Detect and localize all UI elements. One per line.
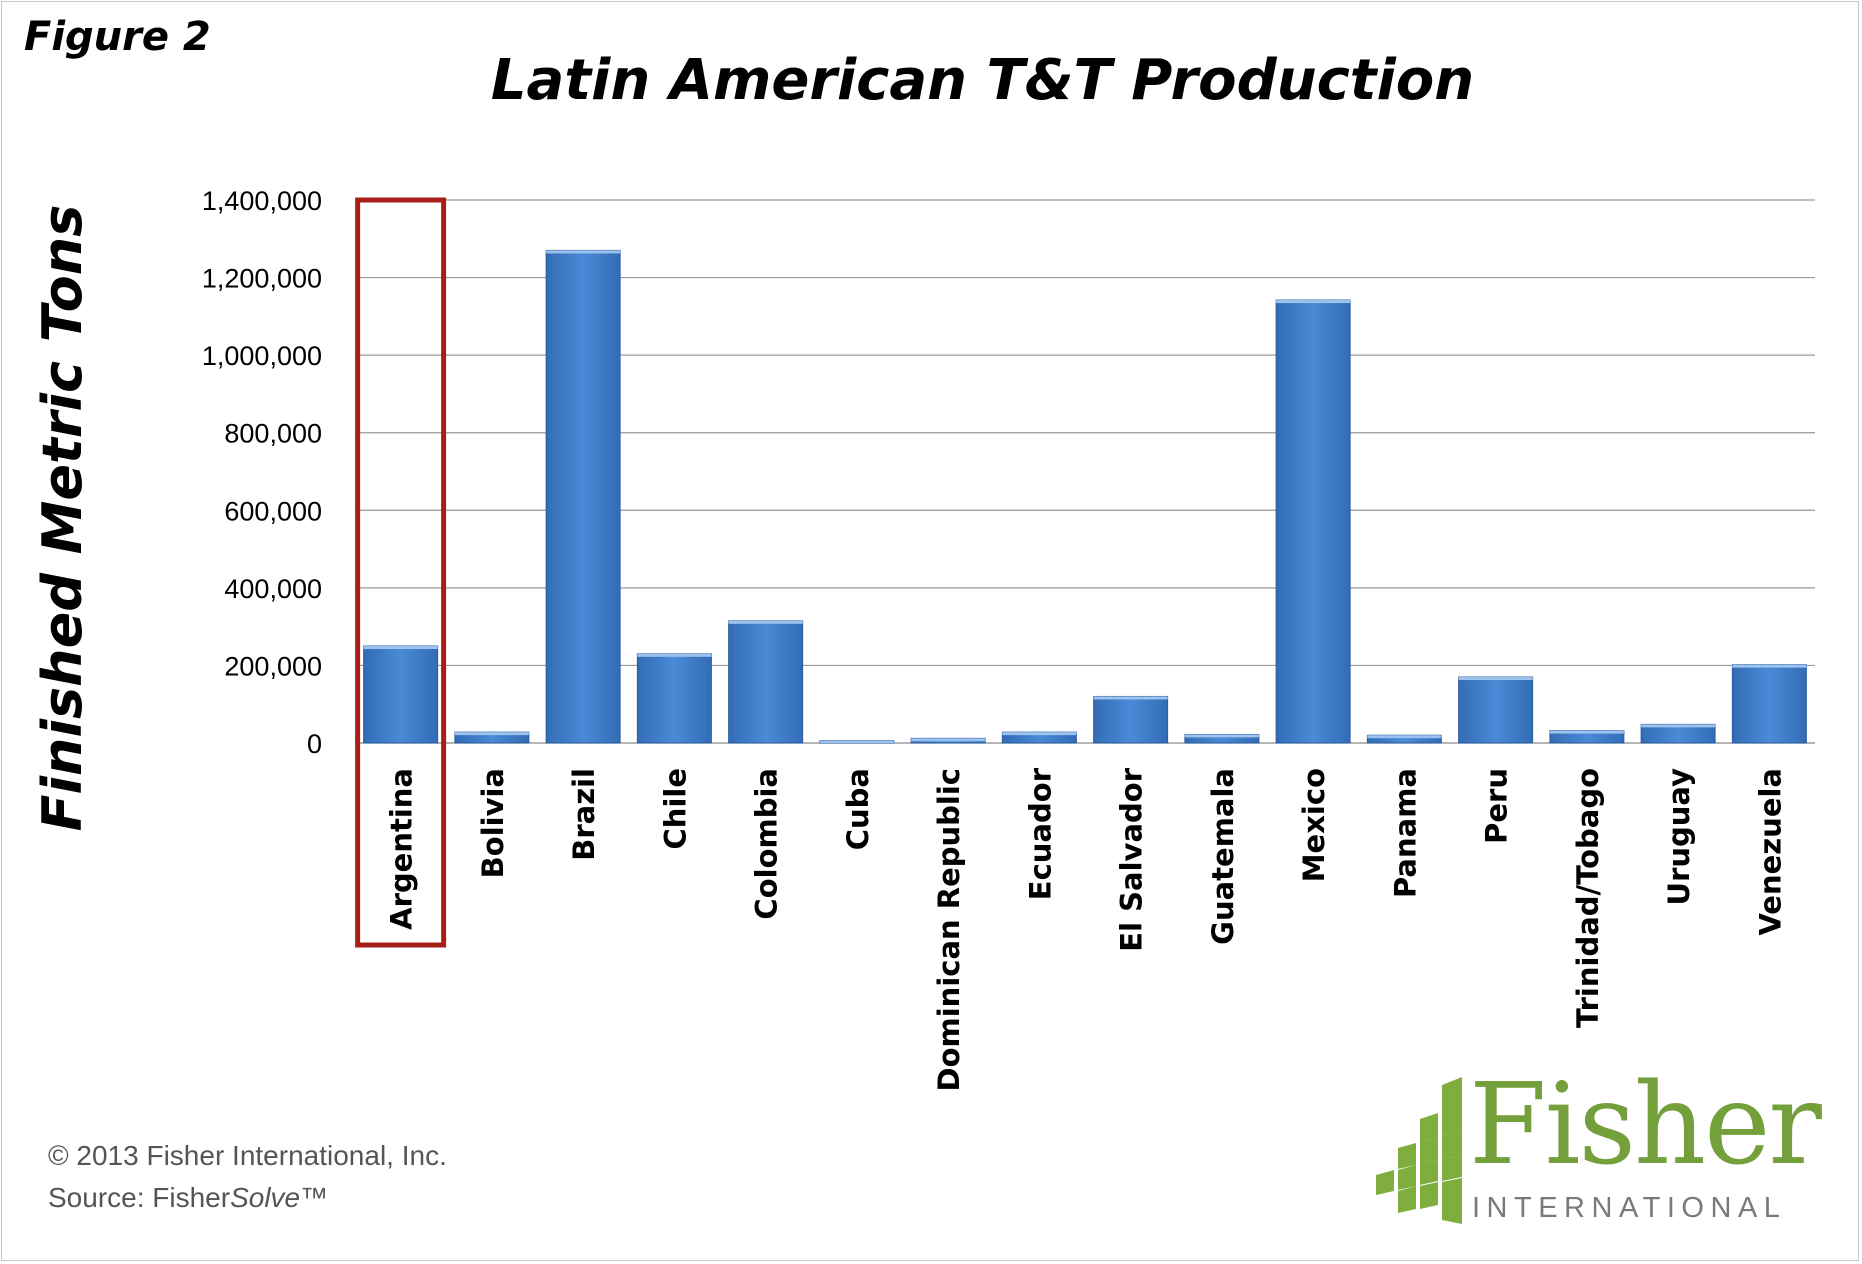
bar-venezuela (1731, 664, 1807, 744)
y-tick-label: 800,000 (224, 419, 322, 449)
category-labels: Argentina Bolivia Brazil Chile Colombia Cuba D… (385, 767, 1788, 1091)
bar-top-highlight (1093, 696, 1168, 700)
y-tick-label: 200,000 (224, 651, 322, 681)
bar-top-highlight (1276, 300, 1351, 304)
category-label: Ecuador (1023, 767, 1057, 900)
bar-top-highlight (1002, 732, 1077, 736)
bar-mexico (1275, 299, 1351, 744)
bar-argentina (363, 645, 439, 744)
category-label: Mexico (1297, 768, 1331, 882)
category-label: Trinidad/Tobago (1571, 768, 1605, 1028)
bar-top-highlight (546, 250, 621, 254)
bar-top-highlight (1549, 730, 1624, 734)
bar-top-highlight (819, 740, 894, 743)
bar-top-highlight (1458, 677, 1533, 681)
y-tick-label: 1,400,000 (202, 186, 322, 216)
category-label: Peru (1480, 768, 1514, 844)
highlight-layer (355, 197, 447, 948)
bar-top-highlight (1732, 664, 1807, 668)
category-label: Guatemala (1206, 768, 1240, 945)
fisher-logo: Fisher INTERNATIONAL (1368, 1069, 1822, 1225)
source-suffix: ™ (300, 1182, 329, 1213)
category-label: Bolivia (476, 768, 510, 878)
logo-wordmark: Fisher (1469, 1060, 1822, 1190)
y-tick-labels: 0 200,000 400,000 600,000 800,000 1,000,000 1,… (202, 186, 322, 759)
bar-top-highlight (1184, 734, 1259, 738)
y-tick-label: 1,000,000 (202, 341, 322, 371)
source-prefix: Source: Fisher (48, 1182, 231, 1213)
category-label: Cuba (841, 768, 875, 850)
category-label: Panama (1388, 768, 1422, 898)
bars (363, 249, 1807, 744)
source-italic: Solve (230, 1182, 301, 1213)
y-tick-label: 0 (307, 729, 322, 759)
category-label: Argentina (385, 768, 419, 930)
category-label: El Salvador (1115, 767, 1149, 951)
category-label: Chile (658, 768, 692, 849)
logo-subtitle: INTERNATIONAL (1472, 1192, 1787, 1224)
category-label: Venezuela (1753, 768, 1787, 936)
y-tick-label: 600,000 (224, 496, 322, 526)
bar-colombia (728, 620, 804, 744)
bar-brazil (545, 249, 621, 744)
bar-top-highlight (1367, 735, 1442, 739)
bar-el-salvador (1093, 695, 1169, 744)
bar-top-highlight (1641, 724, 1716, 728)
source-text: Source: FisherSolve™ (48, 1182, 328, 1214)
logo-grid-icon (1376, 1077, 1462, 1224)
y-tick-label: 400,000 (224, 574, 322, 604)
bar-top-highlight (637, 653, 712, 657)
bar-top-highlight (911, 738, 986, 742)
bar-peru (1458, 676, 1534, 744)
bar-chile (636, 653, 712, 744)
category-label: Dominican Republic (932, 768, 966, 1091)
copyright-text: © 2013 Fisher International, Inc. (48, 1140, 447, 1171)
bar-top-highlight (454, 732, 529, 736)
category-label: Brazil (567, 768, 601, 861)
highlight-box (355, 197, 447, 948)
bar-top-highlight (363, 646, 438, 650)
bar-top-highlight (728, 620, 803, 624)
figure-label: Figure 2 (24, 14, 211, 60)
chart-title: Latin American T&T Production (490, 48, 1475, 113)
category-label: Colombia (750, 768, 784, 920)
category-label: Uruguay (1662, 768, 1696, 906)
y-tick-label: 1,200,000 (202, 264, 322, 294)
y-axis-label: Finished Metric Tons (31, 205, 94, 832)
